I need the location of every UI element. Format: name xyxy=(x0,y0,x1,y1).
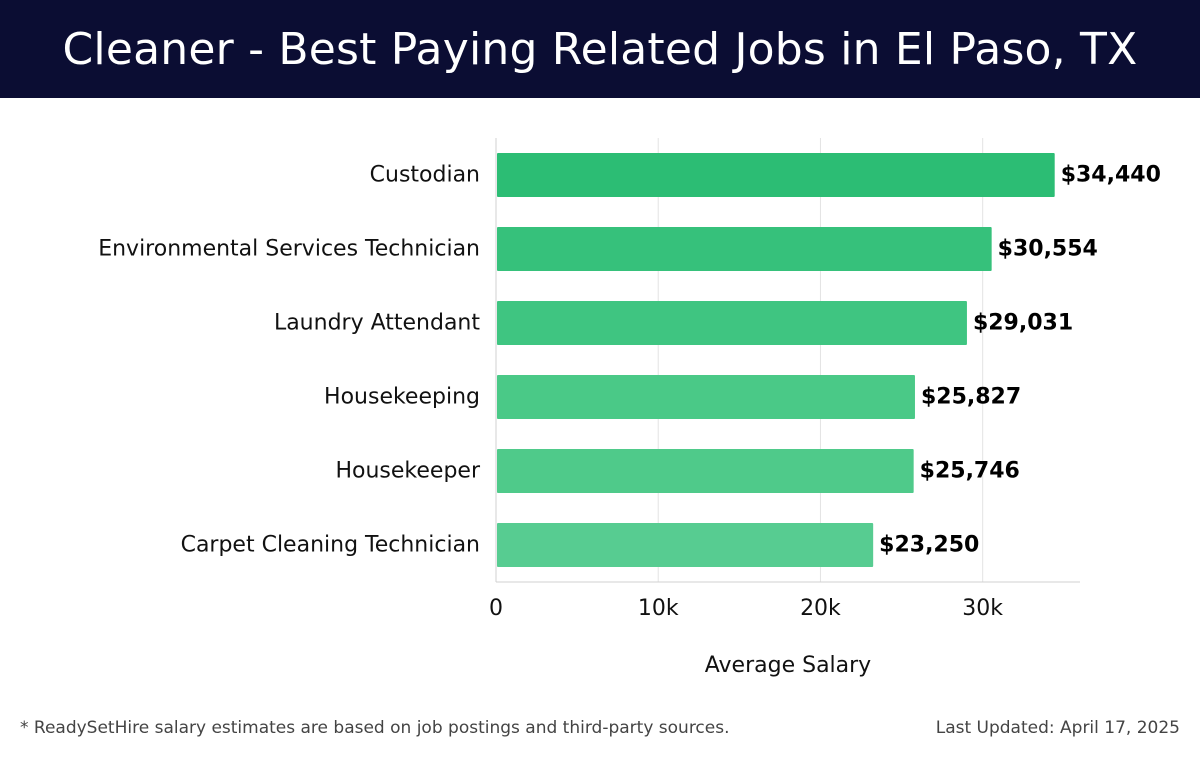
category-label: Custodian xyxy=(370,163,480,188)
bar xyxy=(497,227,992,271)
value-label: $25,827 xyxy=(921,385,1021,410)
chart-header: Cleaner - Best Paying Related Jobs in El… xyxy=(0,0,1200,98)
category-label: Housekeeping xyxy=(324,385,480,410)
x-tick-label: 30k xyxy=(962,596,1003,621)
x-tick-label: 20k xyxy=(800,596,841,621)
footer-note: * ReadySetHire salary estimates are base… xyxy=(20,718,730,738)
bar xyxy=(497,449,914,493)
category-label: Housekeeper xyxy=(335,459,480,484)
bar xyxy=(497,153,1055,197)
bar-chart: Custodian $34,440 Environmental Services T… xyxy=(98,138,1161,678)
bar xyxy=(497,375,915,419)
category-label: Environmental Services Technician xyxy=(98,237,480,262)
value-label: $29,031 xyxy=(973,311,1073,336)
chart-title: Cleaner - Best Paying Related Jobs in El… xyxy=(62,23,1138,75)
value-label: $34,440 xyxy=(1061,163,1161,188)
category-label: Carpet Cleaning Technician xyxy=(181,533,480,558)
x-tick-label: 0 xyxy=(489,596,503,621)
value-label: $23,250 xyxy=(879,533,979,558)
category-label: Laundry Attendant xyxy=(274,311,480,336)
x-axis-label: Average Salary xyxy=(705,653,871,678)
bar xyxy=(497,301,967,345)
value-label: $25,746 xyxy=(920,459,1020,484)
footer-updated: Last Updated: April 17, 2025 xyxy=(935,718,1180,738)
bar xyxy=(497,523,874,567)
value-label: $30,554 xyxy=(998,237,1098,262)
x-tick-label: 10k xyxy=(638,596,679,621)
